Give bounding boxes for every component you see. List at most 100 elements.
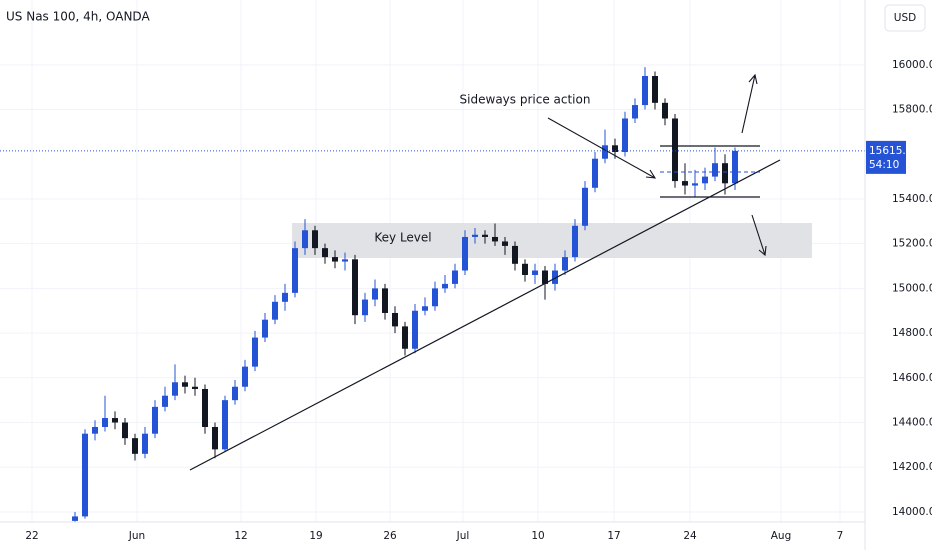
candle-body [112, 418, 118, 423]
y-tick-label: 14800.0 [892, 327, 932, 339]
candles [72, 67, 738, 524]
candle-body [612, 145, 618, 153]
candle-body [312, 230, 318, 249]
candle-body [262, 319, 268, 338]
candle-body [302, 230, 308, 249]
candle-body [92, 426, 98, 434]
price-label: 15615.1 [869, 145, 912, 157]
candle-body [602, 145, 608, 159]
candle-body [592, 158, 598, 188]
candle-body [122, 422, 128, 439]
up-arrow [741, 74, 756, 134]
arrows [547, 73, 767, 257]
candle-body [502, 241, 508, 246]
x-tick-label: 7 [837, 530, 844, 542]
candle-body [722, 163, 728, 184]
currency[interactable]: USD [894, 12, 916, 24]
trend-line [189, 159, 781, 471]
candle-body [562, 257, 568, 271]
candle-body [432, 288, 438, 307]
x-tick-label: 24 [683, 530, 697, 542]
candle-body [672, 118, 678, 182]
candle-body [322, 248, 328, 258]
candle-body [392, 312, 398, 327]
candle-body [102, 418, 108, 427]
candle-body [482, 234, 488, 237]
annotation: Key Level [374, 231, 431, 245]
down-arrow [751, 214, 766, 256]
countdown: 54:10 [869, 159, 899, 171]
candle-body [442, 283, 448, 289]
x-tick-label: 26 [383, 530, 397, 542]
key-level-zone [292, 223, 812, 258]
candle-body [412, 310, 418, 349]
y-tick-label: 16000.0 [892, 59, 932, 71]
candle-body [172, 382, 178, 396]
candle-body [402, 326, 408, 349]
candle-body [212, 426, 218, 450]
callout-arrow-head [645, 169, 657, 179]
candle-body [652, 76, 658, 103]
candle-body [372, 288, 378, 300]
candle-body [522, 263, 528, 275]
candle-body [622, 118, 628, 153]
price-axis [865, 0, 932, 550]
candle-body [682, 181, 688, 186]
candle-body [162, 395, 168, 407]
x-tick-label: 19 [309, 530, 322, 542]
candle-body [282, 292, 288, 302]
candle-body [632, 105, 638, 119]
candle-body [572, 225, 578, 258]
up-arrow-head [748, 73, 758, 85]
y-tick-label: 15000.0 [892, 282, 932, 294]
x-tick-label: 17 [607, 530, 620, 542]
candle-body [272, 301, 278, 320]
y-tick-label: 14400.0 [892, 417, 932, 429]
candle-body [512, 245, 518, 264]
candle-body [82, 433, 88, 517]
y-tick-label: 15200.0 [892, 238, 932, 250]
candle-body [202, 388, 208, 427]
candle-body [552, 270, 558, 284]
candle-body [662, 102, 668, 119]
currency-button[interactable] [884, 4, 926, 32]
candle-body [362, 299, 368, 316]
candle-body [462, 236, 468, 271]
axes: 14000.0 14200.0 14400.0 14600.0 14800.0 15000… [25, 59, 932, 542]
candle-body [232, 386, 238, 401]
candle-body [132, 438, 138, 454]
candle-body [532, 270, 538, 275]
y-tick-label: 14600.0 [892, 372, 932, 384]
candle-body [252, 337, 258, 367]
grid [0, 0, 865, 522]
candle-body [142, 433, 148, 454]
candle-body [222, 400, 228, 450]
annotation: Sideways price action [460, 93, 591, 107]
candle-body [292, 248, 298, 293]
candle-body [452, 270, 458, 284]
candle-body [192, 386, 198, 389]
candle-body [332, 257, 338, 262]
candle-body [382, 288, 388, 313]
chart-title: US Nas 100, 4h, OANDA [6, 10, 150, 24]
time-axis [0, 522, 865, 550]
y-tick-label: 14000.0 [892, 506, 932, 518]
candle-body [542, 270, 548, 284]
candle-body [242, 366, 248, 387]
x-tick-label: Jun [128, 530, 145, 542]
x-tick-label: 22 [25, 530, 38, 542]
candle-body [732, 150, 738, 184]
candle-body [352, 259, 358, 316]
y-tick-label: 14200.0 [892, 461, 932, 473]
candle-body [642, 76, 648, 106]
candle-body [582, 187, 588, 226]
x-tick-label: 12 [234, 530, 247, 542]
y-tick-label: 15800.0 [892, 104, 932, 116]
candle-body [182, 382, 188, 387]
candle-body [152, 406, 158, 434]
candle-body [342, 259, 348, 262]
y-tick-label: 15400.0 [892, 193, 932, 205]
candle-body [692, 183, 698, 186]
